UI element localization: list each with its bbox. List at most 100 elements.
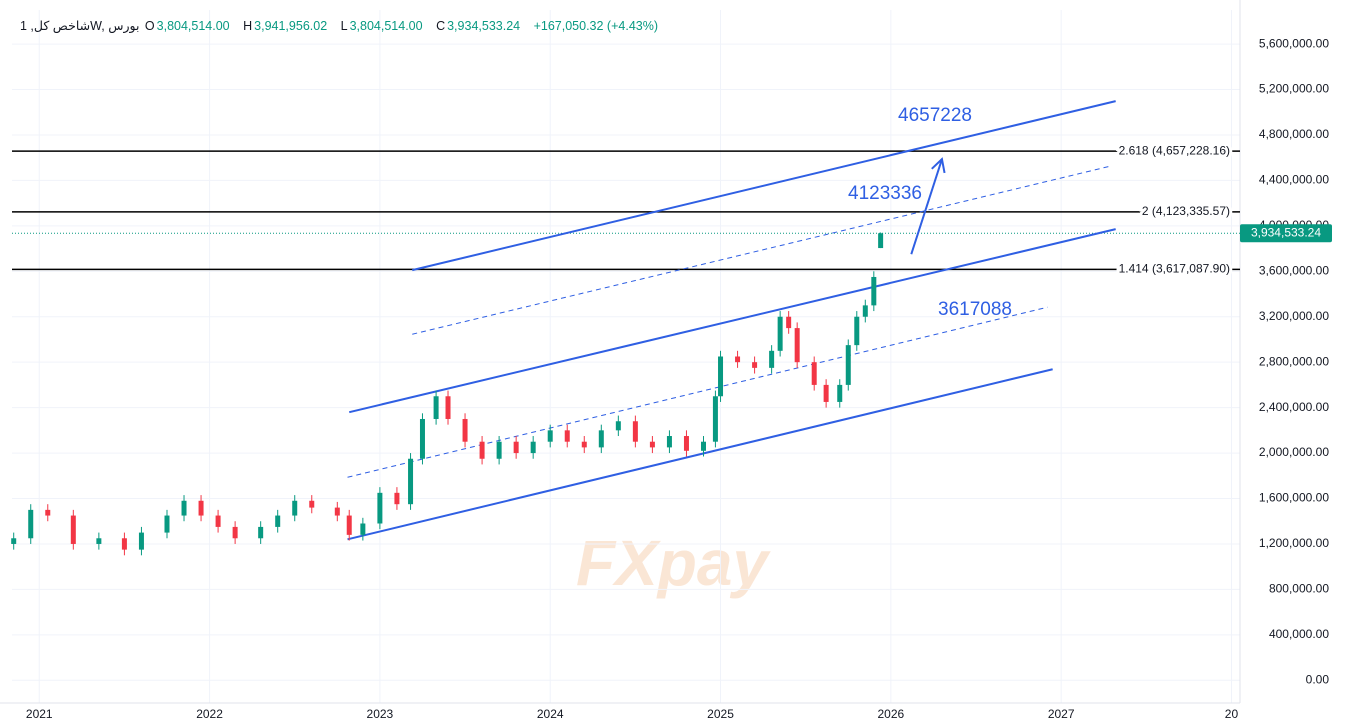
legend-header: شاخص کل, 1W, بورس O 3,804,514.00 H 3,941,9… bbox=[20, 18, 668, 33]
y-tick-label: 0.00 bbox=[1306, 672, 1330, 686]
y-tick-label: 400,000.00 bbox=[1269, 627, 1329, 641]
y-tick-label: 5,600,000.00 bbox=[1259, 36, 1329, 50]
candle-body bbox=[360, 523, 366, 535]
y-tick-label: 4,800,000.00 bbox=[1259, 127, 1329, 141]
candle-body bbox=[735, 356, 741, 363]
candle-body bbox=[445, 396, 451, 419]
candle-body bbox=[581, 441, 587, 448]
candle-body bbox=[346, 515, 352, 535]
candle-body bbox=[258, 526, 264, 539]
low-value: 3,804,514.00 bbox=[349, 19, 423, 33]
watermark: FXpay bbox=[576, 527, 771, 599]
candle-body bbox=[513, 441, 519, 454]
candle-body bbox=[615, 421, 621, 431]
x-tick-label: 2021 bbox=[26, 707, 53, 721]
candle-body bbox=[683, 436, 689, 451]
candle-body bbox=[11, 538, 17, 544]
candle-body bbox=[232, 526, 238, 539]
annotation: 4123336 bbox=[848, 183, 922, 204]
y-tick-label: 2,400,000.00 bbox=[1259, 400, 1329, 414]
candle-body bbox=[854, 316, 860, 346]
candle-body bbox=[292, 500, 298, 516]
candle-body bbox=[45, 509, 51, 516]
candle-body bbox=[632, 421, 638, 442]
candle-body bbox=[394, 492, 400, 505]
candle-body bbox=[181, 500, 187, 516]
candle-body bbox=[138, 532, 144, 550]
candle-body bbox=[666, 436, 672, 448]
y-tick-label: 800,000.00 bbox=[1269, 582, 1329, 596]
x-tick-label: 2027 bbox=[1048, 707, 1075, 721]
c-label: C bbox=[436, 19, 446, 33]
y-tick-label: 2,000,000.00 bbox=[1259, 445, 1329, 459]
o-label: O bbox=[144, 19, 155, 33]
candle-body bbox=[215, 515, 221, 527]
candle-body bbox=[462, 418, 468, 442]
candle-body bbox=[786, 316, 792, 329]
candle-body bbox=[96, 538, 102, 544]
candle-body bbox=[164, 515, 170, 533]
close-value: 3,934,533.24 bbox=[447, 19, 521, 33]
x-tick-label: 2025 bbox=[707, 707, 734, 721]
candle-body bbox=[769, 350, 775, 368]
candle-body bbox=[309, 500, 315, 508]
candle-body bbox=[479, 441, 485, 459]
candle-body bbox=[700, 441, 706, 451]
candle-body bbox=[419, 418, 425, 459]
candle-body bbox=[752, 362, 758, 368]
x-tick-label: 2026 bbox=[877, 707, 904, 721]
candle-body bbox=[823, 384, 829, 402]
candle-body bbox=[433, 396, 439, 419]
channel-midline bbox=[412, 165, 1111, 335]
candle-body bbox=[198, 500, 204, 516]
candle-body bbox=[845, 345, 851, 385]
last-price-label: 3,934,533.24 bbox=[1251, 225, 1321, 239]
candle-body bbox=[811, 362, 817, 385]
channel-line bbox=[412, 100, 1116, 272]
fib-label: 2 (4,123,335.57) bbox=[1142, 204, 1230, 218]
candle-body bbox=[712, 396, 718, 442]
candle-body bbox=[547, 430, 553, 442]
candle-body bbox=[878, 233, 884, 249]
last-price-box bbox=[1240, 224, 1332, 243]
channel-line bbox=[347, 368, 1053, 541]
x-tick-label: 2022 bbox=[196, 707, 223, 721]
candle-body bbox=[871, 276, 877, 306]
x-tick-label: 2024 bbox=[537, 707, 564, 721]
candle-body bbox=[649, 441, 655, 448]
candle-body bbox=[837, 384, 843, 402]
x-tick-label: 2023 bbox=[367, 707, 394, 721]
candle-body bbox=[377, 492, 383, 524]
annotation: 3617088 bbox=[938, 299, 1012, 320]
h-label: H bbox=[243, 19, 253, 33]
candle-body bbox=[564, 430, 570, 442]
y-tick-label: 3,200,000.00 bbox=[1259, 309, 1329, 323]
y-tick-label: 2,800,000.00 bbox=[1259, 354, 1329, 368]
high-value: 3,941,956.02 bbox=[254, 19, 328, 33]
candle-body bbox=[530, 441, 536, 454]
candle-body bbox=[777, 316, 783, 351]
fib-label: 2.618 (4,657,228.16) bbox=[1119, 143, 1230, 157]
arrow-head bbox=[931, 157, 946, 174]
candle-body bbox=[121, 538, 127, 550]
y-tick-label: 3,600,000.00 bbox=[1259, 263, 1329, 277]
y-tick-label: 1,200,000.00 bbox=[1259, 536, 1329, 550]
candle-body bbox=[70, 515, 76, 544]
y-tick-label: 1,600,000.00 bbox=[1259, 491, 1329, 505]
arrow bbox=[910, 158, 943, 255]
fib-label: 1.414 (3,617,087.90) bbox=[1119, 262, 1230, 276]
candle-body bbox=[794, 328, 800, 363]
l-label: L bbox=[340, 19, 348, 33]
candle-body bbox=[275, 515, 281, 527]
channel-midline bbox=[347, 306, 1048, 478]
open-value: 3,804,514.00 bbox=[156, 19, 230, 33]
change-value: +167,050.32 (+4.43%) bbox=[533, 19, 658, 33]
candle-body bbox=[598, 430, 604, 448]
candle-body bbox=[718, 356, 724, 397]
annotation: 4657228 bbox=[898, 105, 972, 126]
y-tick-label: 4,400,000.00 bbox=[1259, 173, 1329, 187]
candle-body bbox=[408, 458, 414, 505]
channel-line bbox=[348, 228, 1116, 414]
